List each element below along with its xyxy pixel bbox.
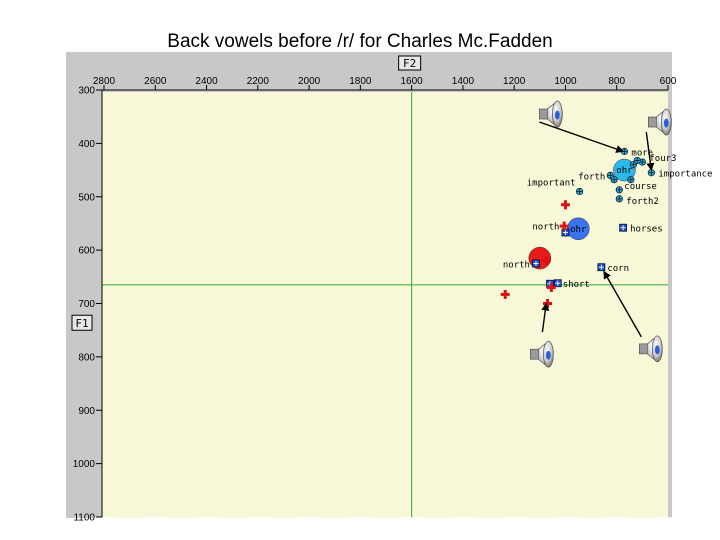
data-point-four3 — [638, 158, 646, 166]
data-point-important — [575, 187, 584, 196]
plot-area — [102, 92, 668, 518]
data-point — [633, 156, 641, 165]
data-point-red — [541, 256, 551, 266]
y-tick-label: 500 — [78, 192, 95, 203]
x-tick-label: 2800 — [93, 76, 116, 87]
data-point-red — [500, 289, 510, 299]
data-point-corn — [597, 263, 606, 272]
speaker-icon[interactable] — [539, 100, 563, 128]
point-label-more: more — [631, 148, 653, 158]
point-label-forth2: forth2 — [626, 197, 659, 207]
speaker-center — [545, 350, 551, 360]
point-label-forth: forth — [578, 172, 605, 182]
data-point-importance — [647, 169, 655, 177]
y-tick-label: 900 — [78, 406, 95, 417]
point-label-important: important — [527, 178, 576, 188]
speaker-body — [539, 108, 548, 120]
speaker-center — [554, 110, 560, 120]
y-tick-label: 600 — [78, 246, 95, 257]
x-axis-label: F2 — [403, 57, 416, 70]
x-tick-label: 800 — [608, 76, 625, 87]
data-point — [610, 176, 618, 184]
x-tick-label: 1600 — [401, 76, 424, 87]
x-tick-label: 600 — [660, 76, 677, 87]
slide-title: Back vowels before /r/ for Charles Mc.Fa… — [167, 31, 553, 52]
y-axis-label: F1 — [75, 317, 88, 330]
point-label-horses: horses — [630, 225, 663, 235]
point-label-short: short — [563, 280, 590, 290]
point-label-north: north — [532, 223, 559, 233]
data-point-north — [532, 259, 540, 268]
data-point-forth2 — [615, 195, 623, 203]
point-label-four3: four3 — [649, 154, 676, 164]
point-label-importance: importance — [658, 170, 712, 180]
x-tick-label: 2600 — [144, 76, 167, 87]
x-tick-label: 2200 — [247, 76, 270, 87]
speaker-icon[interactable] — [648, 108, 672, 136]
x-tick-label: 1000 — [554, 76, 577, 87]
pointer-arrow — [539, 121, 625, 153]
mean-label: ohr — [616, 166, 633, 176]
pointer-arrow — [645, 131, 655, 172]
pointer-arrow — [603, 270, 642, 338]
data-point-course — [615, 186, 623, 194]
cross-v — [563, 200, 567, 210]
speaker-center — [654, 345, 660, 355]
cross-v — [549, 282, 553, 292]
mean-label: ohr — [570, 225, 587, 235]
point-label-north: north — [503, 260, 530, 270]
y-tick-label: 800 — [78, 352, 95, 363]
y-tick-label: 1100 — [73, 513, 95, 524]
data-point-red — [560, 200, 570, 210]
y-tick-label: 700 — [78, 299, 95, 310]
y-axis-label-box — [71, 314, 93, 331]
point-label-course: course — [624, 182, 657, 192]
x-tick-label: 2000 — [298, 76, 321, 87]
cross-v — [562, 221, 566, 231]
data-point-red — [559, 221, 569, 231]
x-tick-label: 1400 — [452, 76, 475, 87]
data-point-red — [546, 282, 556, 292]
point-label-corn: corn — [607, 264, 629, 274]
cross-v — [503, 289, 507, 299]
y-tick-label: 400 — [78, 139, 95, 150]
speaker-body — [530, 348, 539, 360]
cross-v — [544, 256, 548, 266]
speaker-icon[interactable] — [639, 335, 663, 363]
speaker-body — [648, 116, 657, 128]
pointer-arrow — [541, 302, 550, 333]
x-tick-label: 2400 — [195, 76, 218, 87]
x-axis-label-box — [398, 55, 422, 71]
data-point-short — [553, 279, 562, 288]
data-point-horses — [619, 223, 628, 232]
data-point — [627, 176, 635, 184]
speaker-icon[interactable] — [530, 340, 554, 368]
speaker-center — [663, 118, 669, 128]
y-tick-label: 1000 — [73, 459, 96, 470]
speaker-body — [639, 343, 648, 355]
x-tick-label: 1800 — [349, 76, 372, 87]
x-tick-label: 1200 — [503, 76, 526, 87]
y-tick-label: 300 — [78, 86, 95, 97]
